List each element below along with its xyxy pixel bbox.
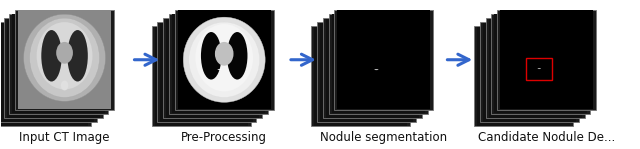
Bar xyxy=(4,18,102,118)
Circle shape xyxy=(374,69,378,70)
Bar xyxy=(497,10,596,110)
Text: Candidate Nodule De...: Candidate Nodule De... xyxy=(478,131,615,145)
Bar xyxy=(480,22,579,122)
Bar xyxy=(500,10,593,109)
Circle shape xyxy=(538,68,541,69)
Ellipse shape xyxy=(29,18,99,97)
Bar xyxy=(489,18,582,118)
Ellipse shape xyxy=(227,32,248,80)
Bar xyxy=(477,27,570,126)
Ellipse shape xyxy=(183,17,265,102)
Bar xyxy=(0,27,88,126)
Bar xyxy=(314,27,408,126)
Bar xyxy=(152,26,251,127)
Bar xyxy=(175,10,274,110)
Bar xyxy=(169,14,268,114)
Text: Nodule segmentation: Nodule segmentation xyxy=(320,131,447,145)
Bar xyxy=(18,10,111,109)
Bar xyxy=(312,26,410,127)
Ellipse shape xyxy=(42,30,62,82)
Bar xyxy=(10,14,108,114)
Bar xyxy=(6,18,100,118)
Ellipse shape xyxy=(201,32,221,80)
Ellipse shape xyxy=(215,42,234,66)
Bar xyxy=(509,70,535,92)
Ellipse shape xyxy=(56,42,73,64)
Bar xyxy=(503,74,529,96)
Text: Pre-Processing: Pre-Processing xyxy=(181,131,268,145)
Bar xyxy=(18,10,111,109)
Text: Input CT Image: Input CT Image xyxy=(19,131,110,145)
Bar xyxy=(486,18,585,118)
Ellipse shape xyxy=(189,22,260,97)
Bar xyxy=(320,23,413,122)
Bar xyxy=(474,26,573,127)
Ellipse shape xyxy=(67,30,88,82)
Bar xyxy=(157,22,257,122)
Bar xyxy=(155,27,248,126)
Bar xyxy=(334,10,433,110)
Bar xyxy=(0,26,91,127)
Bar xyxy=(166,18,259,118)
Bar xyxy=(483,23,576,122)
Bar xyxy=(0,22,97,122)
Bar xyxy=(317,22,416,122)
Ellipse shape xyxy=(195,24,253,91)
Bar xyxy=(15,10,114,110)
Bar xyxy=(12,14,106,113)
Ellipse shape xyxy=(24,14,106,101)
Bar xyxy=(178,10,271,109)
Bar xyxy=(328,14,428,114)
Circle shape xyxy=(218,69,221,70)
Bar xyxy=(161,23,253,122)
Ellipse shape xyxy=(61,80,68,90)
Bar xyxy=(172,14,265,113)
Bar xyxy=(332,14,424,113)
Bar xyxy=(323,18,422,118)
Bar xyxy=(520,62,547,84)
Bar xyxy=(526,58,552,80)
Ellipse shape xyxy=(36,22,92,89)
Bar xyxy=(495,14,588,113)
Bar xyxy=(1,23,94,122)
Bar xyxy=(163,18,262,118)
Bar xyxy=(492,14,591,114)
Bar xyxy=(515,66,541,88)
Bar xyxy=(326,18,419,118)
Bar xyxy=(337,10,430,109)
